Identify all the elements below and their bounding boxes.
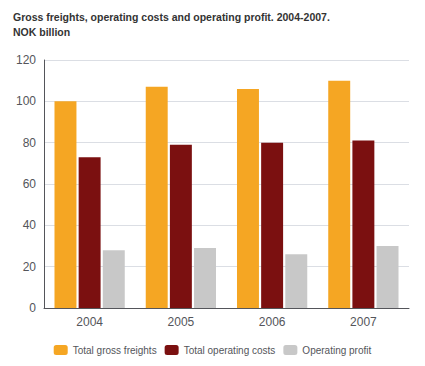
svg-text:120: 120 bbox=[16, 53, 36, 67]
svg-text:60: 60 bbox=[23, 177, 37, 191]
svg-text:0: 0 bbox=[29, 301, 36, 315]
svg-text:40: 40 bbox=[23, 218, 37, 232]
svg-text:2006: 2006 bbox=[259, 315, 286, 329]
svg-text:NOK billion: NOK billion bbox=[13, 26, 70, 38]
svg-text:2007: 2007 bbox=[350, 315, 377, 329]
svg-text:20: 20 bbox=[23, 260, 37, 274]
svg-text:80: 80 bbox=[23, 136, 37, 150]
svg-text:Gross freights, operating cost: Gross freights, operating costs and oper… bbox=[13, 11, 330, 23]
svg-text:Operating profit: Operating profit bbox=[302, 345, 371, 356]
svg-text:2004: 2004 bbox=[76, 315, 103, 329]
svg-text:Total gross freights: Total gross freights bbox=[73, 345, 157, 356]
svg-text:Total operating costs: Total operating costs bbox=[184, 345, 276, 356]
svg-text:100: 100 bbox=[16, 94, 36, 108]
svg-text:2005: 2005 bbox=[168, 315, 195, 329]
